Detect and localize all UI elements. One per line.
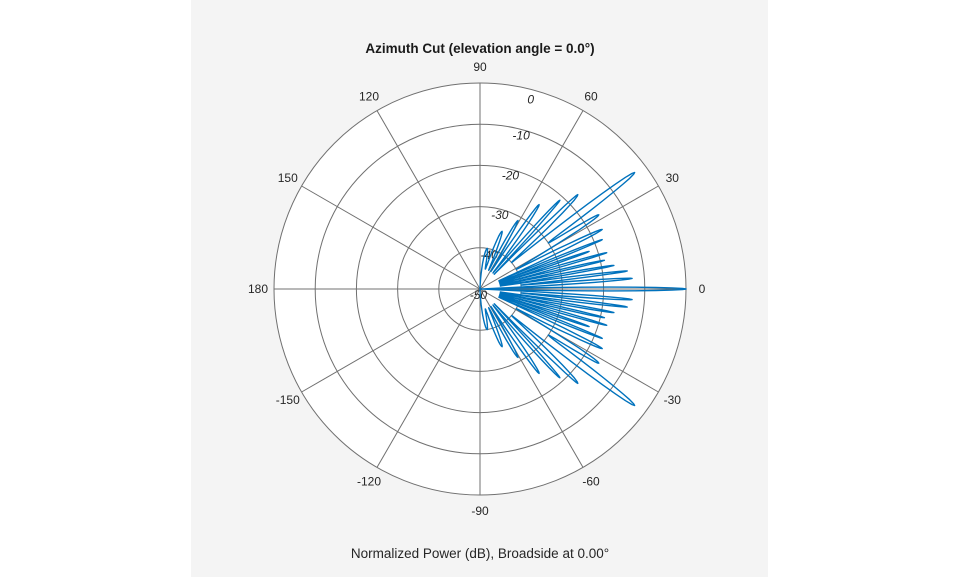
radial-tick-label: -50 bbox=[470, 288, 488, 302]
angle-tick-label: -90 bbox=[471, 504, 489, 518]
angle-spoke bbox=[376, 110, 481, 290]
tick-labels: 0-10-20-30-40-50 0306090120150180-150-120… bbox=[248, 60, 706, 518]
angle-tick-label: -30 bbox=[664, 393, 682, 407]
angle-tick-label: 0 bbox=[699, 282, 706, 296]
chart-title: Azimuth Cut (elevation angle = 0.0°) bbox=[365, 41, 594, 56]
radial-tick-label: -10 bbox=[512, 129, 530, 143]
angle-spoke bbox=[479, 185, 659, 290]
radial-tick-label: 0 bbox=[527, 93, 534, 107]
radial-tick-label: -20 bbox=[502, 168, 520, 182]
angle-spoke bbox=[376, 288, 481, 468]
pattern-line bbox=[479, 171, 687, 407]
angle-tick-label: 90 bbox=[473, 60, 487, 74]
radial-tick-label: -30 bbox=[491, 208, 509, 222]
angle-spoke bbox=[301, 288, 481, 393]
chart-caption: Normalized Power (dB), Broadside at 0.00… bbox=[351, 546, 609, 561]
angle-tick-label: 150 bbox=[278, 171, 298, 185]
angle-spoke bbox=[479, 288, 659, 393]
angle-tick-label: 180 bbox=[248, 282, 268, 296]
angle-tick-label: -150 bbox=[276, 393, 300, 407]
angle-tick-label: 60 bbox=[584, 90, 598, 104]
angle-spoke bbox=[301, 185, 481, 290]
angle-tick-label: -120 bbox=[357, 474, 381, 488]
angle-tick-label: 120 bbox=[359, 90, 379, 104]
angle-tick-label: 30 bbox=[666, 171, 680, 185]
angle-tick-label: -60 bbox=[582, 474, 600, 488]
